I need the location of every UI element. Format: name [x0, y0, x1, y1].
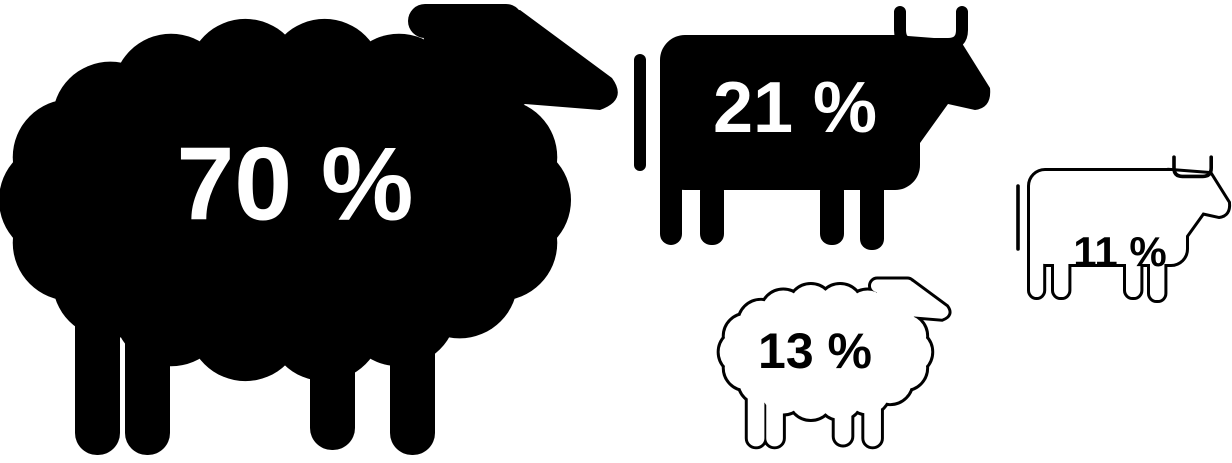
sheep-large-part: [310, 320, 355, 450]
sheep-small-fill: [738, 303, 913, 401]
horns: [1172, 155, 1214, 179]
sheep-small-fill: [864, 381, 881, 447]
sheep-small: [716, 276, 952, 450]
sheep-large-part: [75, 280, 120, 455]
sheep-small-label: 13 %: [758, 323, 872, 379]
sheep-small-fill: [766, 396, 783, 447]
horns: [894, 6, 968, 50]
cow-large-part: [660, 140, 682, 245]
cow-small-fill: [1054, 258, 1069, 297]
icons: [0, 4, 1232, 455]
sheep-large-part: [408, 4, 523, 38]
sheep-small-fill: [834, 396, 852, 445]
sheep-large-part: [125, 320, 170, 455]
cow-large-part: [820, 180, 844, 245]
cow-small: [1016, 155, 1232, 304]
cow-large: [634, 6, 991, 250]
cow-large-label: 21 %: [713, 68, 877, 148]
cow-small-fill: [1171, 171, 1229, 240]
sheep-small-fill: [747, 381, 765, 447]
sheep-large-part: [390, 280, 435, 455]
sheep-large-part: [420, 10, 618, 150]
sheep-large: [0, 4, 618, 455]
sheep-small-fill: [875, 281, 949, 334]
sheep-large-label: 70 %: [176, 126, 413, 242]
cow-large-part: [860, 140, 884, 250]
cow-small-fill: [1126, 258, 1141, 297]
sheep-large-part: [50, 70, 520, 330]
cow-large-part: [895, 35, 991, 150]
cow-small-fill: [1030, 234, 1044, 297]
cow-large-part: [660, 35, 920, 190]
cow-small-fill: [1030, 171, 1186, 264]
sheep-small-fill: [870, 279, 914, 293]
cow-small-fill: [1150, 234, 1165, 300]
cow-small-label: 11 %: [1073, 228, 1166, 275]
cow-large-part: [700, 180, 724, 245]
